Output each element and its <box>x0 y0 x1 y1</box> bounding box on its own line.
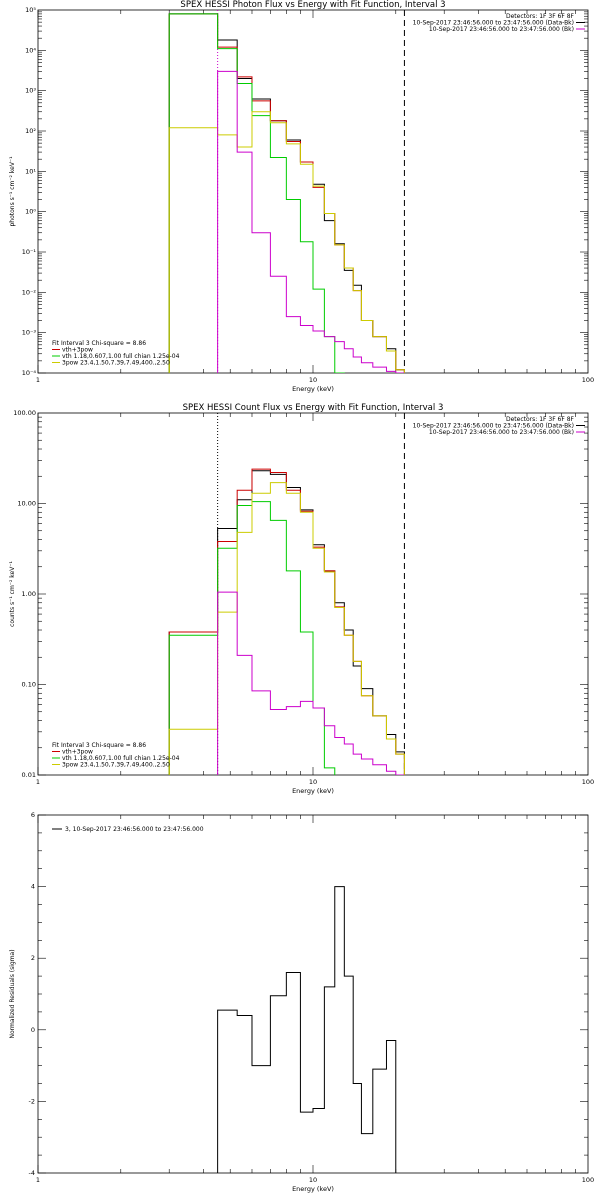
y-tick-label: 10⁻² <box>22 288 37 296</box>
chart-title: SPEX HESSI Count Flux vs Energy with Fit… <box>183 403 444 413</box>
y-tick-label: 10⁵ <box>25 6 36 14</box>
y-axis-label: counts s⁻¹ cm⁻² keV⁻¹ <box>9 561 16 627</box>
x-tick-label: 1 <box>36 376 40 384</box>
x-tick-label: 100 <box>582 778 594 786</box>
x-tick-label: 100 <box>582 1176 594 1184</box>
y-axis-ticks <box>38 416 588 776</box>
y-tick-label: 2 <box>31 954 35 962</box>
series-vth <box>168 13 405 373</box>
y-tick-label: 10² <box>25 127 36 135</box>
x-axis-ticks <box>37 413 576 775</box>
legend-label: 3pow 23.4,1.50,7.39,7.49,400.,2.50 <box>62 762 170 769</box>
legend-label: 3, 10-Sep-2017 23:46:56.000 to 23:47:56.… <box>65 826 204 833</box>
y-tick-label: 10⁻¹ <box>22 248 37 256</box>
y-tick-label: 10³ <box>25 87 36 95</box>
y-tick-label: -4 <box>29 1169 35 1177</box>
plot-frame <box>37 814 589 1174</box>
x-tick-label: 10 <box>309 778 317 786</box>
series-vth <box>168 501 405 775</box>
x-axis-label: Energy (keV) <box>292 787 334 795</box>
info-line: 10-Sep-2017 23:46:56.000 to 23:47:56.000… <box>429 26 574 33</box>
y-tick-label: 6 <box>31 811 35 819</box>
legend-header: Fit Interval 3 Chi-square = 8.86 <box>52 340 146 347</box>
plot-frame <box>37 412 589 776</box>
y-axis-label: photons s⁻¹ cm⁻² keV⁻¹ <box>9 156 16 227</box>
y-tick-label: 0.01 <box>22 771 36 779</box>
x-tick-label: 100 <box>582 376 594 384</box>
series-bk <box>168 591 405 775</box>
y-axis-ticks <box>38 11 588 374</box>
legend-label: vth 1.18,0.607,1.00 full chian 1.25e-04 <box>62 755 180 762</box>
y-tick-label: 0 <box>31 1026 35 1034</box>
series-3pow <box>168 482 405 775</box>
x-axis-label: Energy (keV) <box>292 1185 334 1193</box>
y-tick-label: 100.00 <box>13 409 36 417</box>
legend-label: vth+3pow <box>62 749 93 756</box>
y-tick-label: 4 <box>31 883 35 891</box>
x-tick-label: 10 <box>309 376 317 384</box>
y-tick-label: 10⁴ <box>25 46 36 54</box>
y-axis-ticks <box>38 814 588 1174</box>
y-tick-label: -2 <box>29 1097 35 1105</box>
x-tick-label: 1 <box>36 1176 40 1184</box>
info-line: Detectors: 1F 3F 6F 8F <box>506 416 575 423</box>
legend-label: 3pow 23.4,1.50,7.39,7.49,400.,2.50 <box>62 360 170 367</box>
info-line: 10-Sep-2017 23:46:56.000 to 23:47:56.000… <box>413 423 574 430</box>
series-residuals <box>217 886 397 1173</box>
y-tick-label: 0.10 <box>22 681 36 689</box>
chart-title: SPEX HESSI Photon Flux vs Energy with Fi… <box>180 0 445 10</box>
x-axis-ticks <box>37 10 576 373</box>
y-tick-label: 10⁻⁴ <box>22 369 37 377</box>
chart-panel-1: SPEX HESSI Photon Flux vs Energy with Fi… <box>9 0 594 393</box>
y-tick-label: 10⁰ <box>25 208 36 216</box>
y-tick-label: 1.00 <box>22 590 36 598</box>
legend-header: Fit Interval 3 Chi-square = 8.86 <box>52 742 146 749</box>
info-line: Detectors: 1F 3F 6F 8F <box>506 13 575 20</box>
chart-panel-2: SPEX HESSI Count Flux vs Energy with Fit… <box>9 403 594 795</box>
x-axis-ticks <box>37 815 576 1173</box>
x-tick-label: 10 <box>309 1176 317 1184</box>
info-line: 10-Sep-2017 23:46:56.000 to 23:47:56.000… <box>429 429 574 436</box>
legend-label: vth+3pow <box>62 347 93 354</box>
x-axis-label: Energy (keV) <box>292 385 334 393</box>
y-tick-label: 10.00 <box>17 500 36 508</box>
y-tick-label: 10⁻³ <box>22 329 37 337</box>
series-bk <box>168 70 405 373</box>
series-3pow <box>168 111 405 373</box>
y-tick-label: 10¹ <box>25 167 36 175</box>
legend-label: vth 1.18,0.607,1.00 full chian 1.25e-04 <box>62 353 180 360</box>
chart-panel-3: 1 10 100 Energy (keV) -4 -2 0 2 4 6 Normalized Res… <box>9 811 594 1193</box>
x-tick-label: 1 <box>36 778 40 786</box>
plot-frame <box>37 9 589 374</box>
y-axis-label: Normalized Residuals (sigma) <box>9 949 16 1038</box>
info-line: 10-Sep-2017 23:46:56.000 to 23:47:56.000… <box>413 20 574 27</box>
